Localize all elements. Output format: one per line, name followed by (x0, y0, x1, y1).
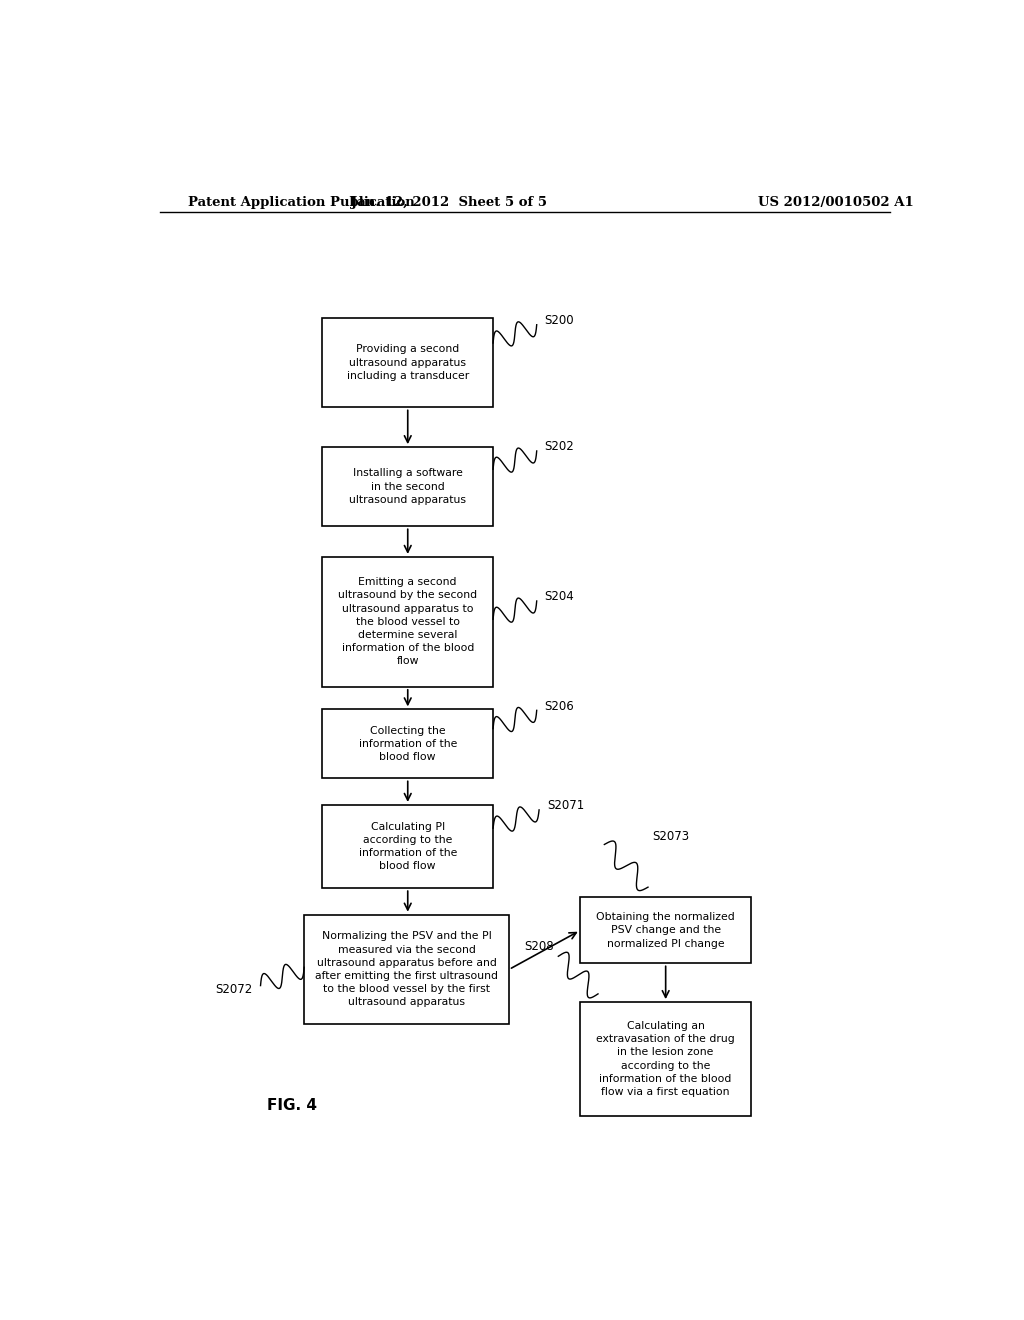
Text: Providing a second
ultrasound apparatus
including a transducer: Providing a second ultrasound apparatus … (346, 345, 469, 381)
Text: Collecting the
information of the
blood flow: Collecting the information of the blood … (358, 726, 457, 762)
Bar (323, 709, 494, 779)
Bar (323, 318, 494, 408)
Text: US 2012/0010502 A1: US 2012/0010502 A1 (758, 195, 913, 209)
Text: Installing a software
in the second
ultrasound apparatus: Installing a software in the second ultr… (349, 469, 466, 504)
Bar (323, 447, 494, 527)
Text: S204: S204 (545, 590, 574, 603)
Text: Patent Application Publication: Patent Application Publication (187, 195, 415, 209)
Text: S202: S202 (545, 441, 574, 453)
Text: S208: S208 (524, 940, 554, 953)
Text: S2071: S2071 (547, 800, 585, 812)
Text: S2072: S2072 (215, 983, 253, 997)
Bar (304, 915, 509, 1024)
Bar (581, 898, 751, 964)
Text: Normalizing the PSV and the PI
measured via the second
ultrasound apparatus befo: Normalizing the PSV and the PI measured … (315, 932, 498, 1007)
Text: Obtaining the normalized
PSV change and the
normalized PI change: Obtaining the normalized PSV change and … (596, 912, 735, 949)
Text: Emitting a second
ultrasound by the second
ultrasound apparatus to
the blood ves: Emitting a second ultrasound by the seco… (338, 577, 477, 667)
Bar (581, 1002, 751, 1115)
Text: S2073: S2073 (652, 830, 689, 843)
Bar (323, 557, 494, 686)
Bar (323, 805, 494, 888)
Text: Calculating an
extravasation of the drug
in the lesion zone
according to the
inf: Calculating an extravasation of the drug… (596, 1020, 735, 1097)
Text: Jan. 12, 2012  Sheet 5 of 5: Jan. 12, 2012 Sheet 5 of 5 (351, 195, 548, 209)
Text: FIG. 4: FIG. 4 (267, 1098, 316, 1113)
Text: S206: S206 (545, 700, 574, 713)
Text: S200: S200 (545, 314, 574, 327)
Text: Calculating PI
according to the
information of the
blood flow: Calculating PI according to the informat… (358, 822, 457, 871)
